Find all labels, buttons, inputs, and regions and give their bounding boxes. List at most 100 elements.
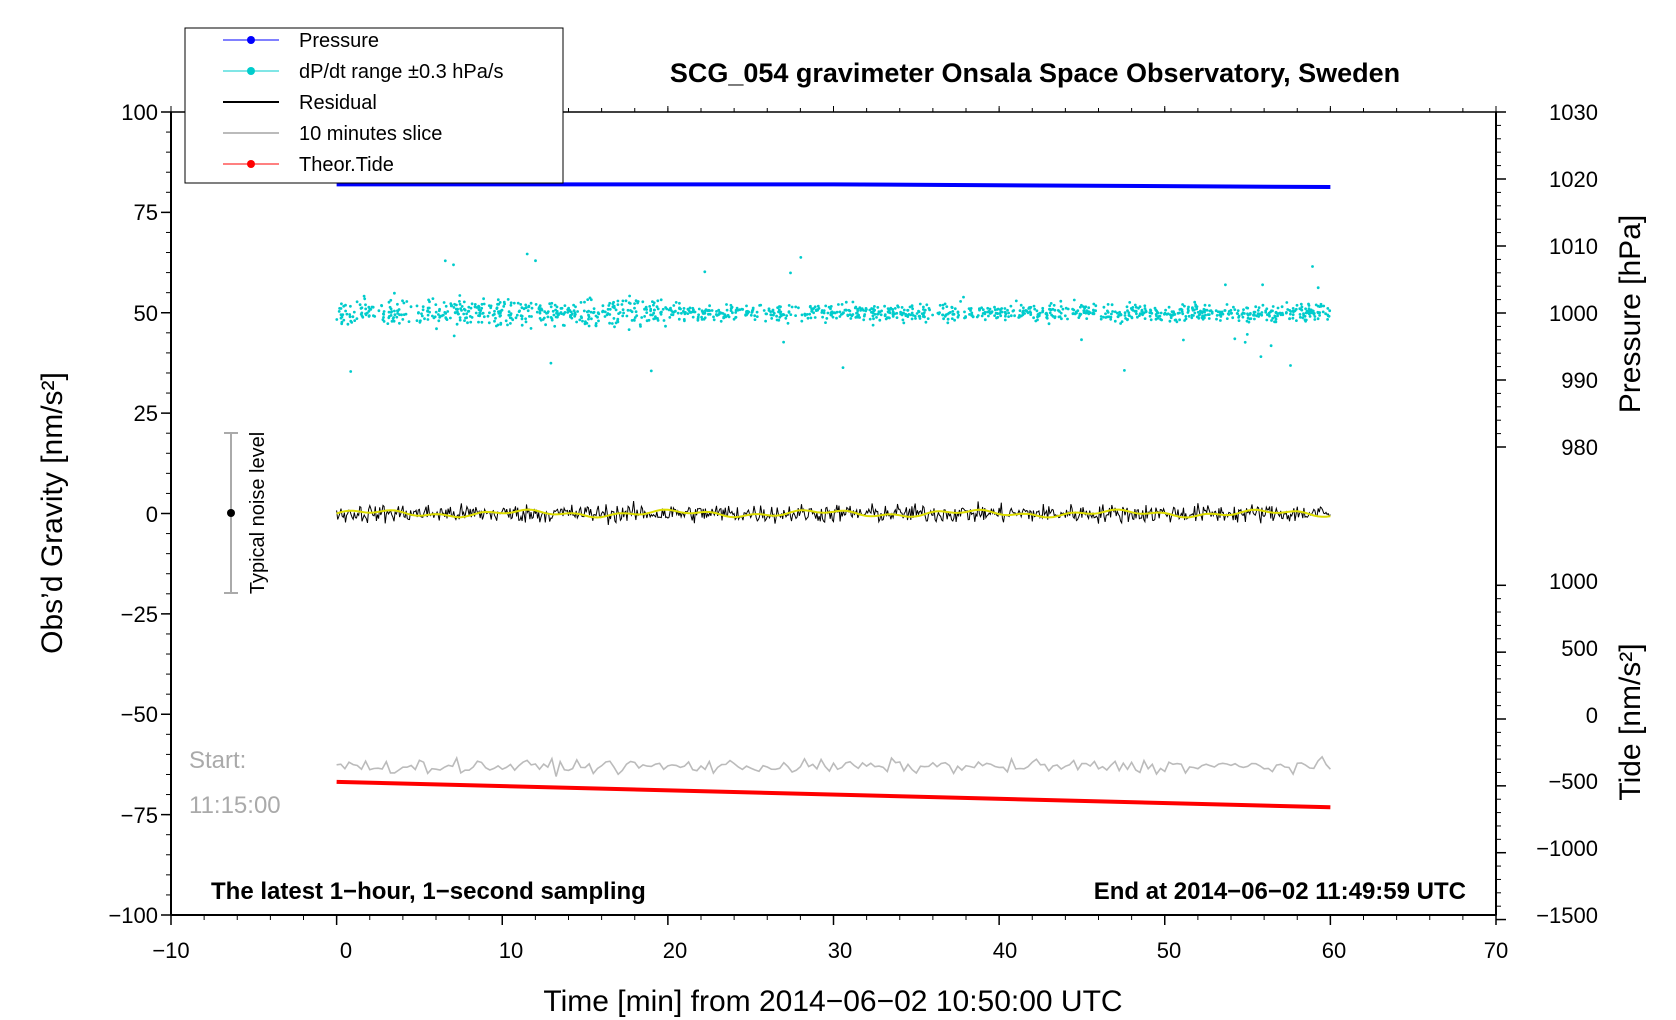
dpdt-point xyxy=(712,318,716,322)
dpdt-point xyxy=(592,307,596,310)
dpdt-point xyxy=(871,307,875,311)
dpdt-point xyxy=(808,312,812,316)
dpdt-point xyxy=(509,303,513,307)
dpdt-point xyxy=(1237,314,1241,318)
dpdt-point xyxy=(1190,316,1194,320)
dpdt-point xyxy=(621,299,625,303)
dpdt-point xyxy=(1308,311,1312,315)
dpdt-point xyxy=(922,312,925,316)
dpdt-point xyxy=(1316,286,1320,290)
dpdt-point xyxy=(402,301,406,305)
dpdt-point xyxy=(1028,306,1032,310)
dpdt-point xyxy=(872,317,875,321)
dpdt-point xyxy=(575,320,578,324)
dpdt-point xyxy=(1215,314,1219,317)
dpdt-point xyxy=(888,316,891,320)
dpdt-point xyxy=(1318,314,1321,317)
dpdt-point xyxy=(987,309,991,313)
dpdt-point xyxy=(996,307,1000,311)
dpdt-point xyxy=(498,301,502,304)
dpdt-point xyxy=(989,311,993,315)
dpdt-point xyxy=(466,321,469,325)
dpdt-point xyxy=(1155,310,1159,314)
y-tick-label: 75 xyxy=(134,200,158,225)
dpdt-point xyxy=(396,312,399,315)
dpdt-point xyxy=(590,317,593,321)
dpdt-point xyxy=(826,311,830,315)
dpdt-point xyxy=(981,308,985,312)
dpdt-point xyxy=(509,301,513,305)
dpdt-point xyxy=(530,315,533,318)
tide-tick-label: 1000 xyxy=(1549,569,1598,594)
dpdt-point xyxy=(1183,304,1186,308)
dpdt-point xyxy=(1150,311,1154,315)
dpdt-point xyxy=(634,299,638,303)
dpdt-point xyxy=(470,316,474,319)
dpdt-point xyxy=(467,305,471,309)
dpdt-point xyxy=(753,318,757,321)
dpdt-point xyxy=(452,263,455,267)
dpdt-point xyxy=(581,319,584,323)
dpdt-point xyxy=(1086,311,1090,315)
dpdt-point xyxy=(576,310,579,313)
dpdt-point xyxy=(835,310,839,314)
tide-tick-label: 500 xyxy=(1561,636,1598,661)
dpdt-point xyxy=(946,312,949,316)
dpdt-point xyxy=(697,313,700,317)
series-tide-line xyxy=(336,779,1331,810)
dpdt-point xyxy=(922,305,925,309)
dpdt-point xyxy=(458,316,462,319)
dpdt-point xyxy=(1298,313,1302,316)
dpdt-point xyxy=(1110,303,1114,307)
dpdt-point xyxy=(610,322,614,325)
dpdt-point xyxy=(1123,369,1126,372)
dpdt-point xyxy=(418,320,422,324)
dpdt-point xyxy=(722,316,726,319)
dpdt-point xyxy=(1276,312,1280,315)
dpdt-point xyxy=(512,301,516,305)
x-tick-label: 20 xyxy=(663,938,687,963)
dpdt-point xyxy=(628,294,631,298)
dpdt-point xyxy=(480,306,484,310)
dpdt-point xyxy=(1307,302,1310,306)
dpdt-point xyxy=(431,297,435,300)
dpdt-point xyxy=(460,305,464,308)
dpdt-point xyxy=(790,305,794,309)
dpdt-point xyxy=(1270,319,1273,322)
dpdt-point xyxy=(661,307,665,311)
dpdt-point xyxy=(1303,314,1307,318)
dpdt-point xyxy=(751,308,755,311)
dpdt-point xyxy=(1079,305,1082,309)
dpdt-point xyxy=(1291,316,1295,320)
dpdt-point xyxy=(983,318,987,322)
dpdt-point xyxy=(1207,313,1211,316)
dpdt-point xyxy=(1298,315,1302,319)
legend: Pressure dP/dt range ±0.3 hPa/s Residual… xyxy=(184,27,564,184)
dpdt-point xyxy=(829,311,833,314)
dpdt-point xyxy=(858,306,862,310)
dpdt-point xyxy=(1184,317,1188,321)
dpdt-point xyxy=(382,312,385,316)
x-tick-labels: −10 0 10 20 30 40 50 60 70 xyxy=(152,938,1508,963)
dpdt-point xyxy=(348,315,352,319)
dpdt-point xyxy=(873,305,876,308)
dpdt-point xyxy=(1169,313,1173,317)
dpdt-point xyxy=(552,313,556,317)
dpdt-point xyxy=(1236,312,1239,315)
dpdt-point xyxy=(734,311,738,314)
dpdt-point xyxy=(398,321,401,325)
dpdt-point xyxy=(745,310,748,314)
dpdt-point xyxy=(876,312,879,316)
dpdt-point xyxy=(902,308,906,312)
legend-item-slice: 10 minutes slice xyxy=(223,123,442,145)
dpdt-point xyxy=(1245,333,1249,336)
dpdt-point xyxy=(401,318,405,321)
dpdt-point xyxy=(841,311,845,314)
dpdt-point xyxy=(473,303,477,306)
dpdt-point xyxy=(880,309,883,313)
dpdt-point xyxy=(1004,312,1008,316)
dpdt-point xyxy=(910,304,914,308)
dpdt-point xyxy=(367,315,371,318)
dpdt-point xyxy=(971,315,975,318)
dpdt-point xyxy=(605,313,609,317)
